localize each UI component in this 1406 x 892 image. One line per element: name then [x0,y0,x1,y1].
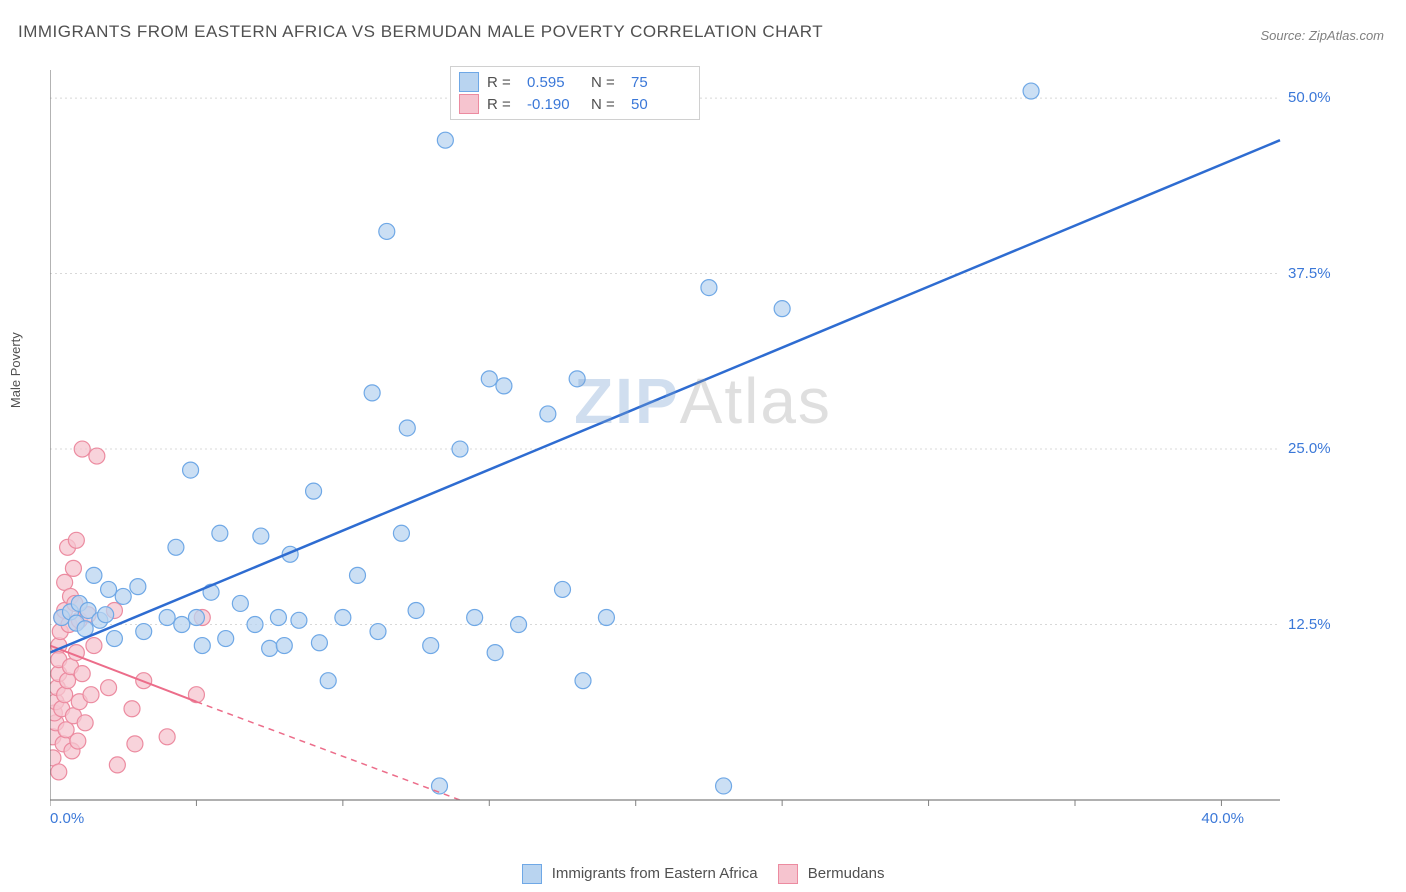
r-label: R = [487,96,523,113]
y-axis-label: Male Poverty [8,332,23,408]
y-tick-label: 12.5% [1288,616,1331,633]
n-label: N = [591,74,627,91]
x-tick-label: 40.0% [1201,810,1244,827]
x-tick-label: 0.0% [50,810,84,827]
legend-swatch-2 [459,94,479,114]
n-value-1: 75 [631,74,691,91]
r-value-1: 0.595 [527,74,587,91]
chart-title: IMMIGRANTS FROM EASTERN AFRICA VS BERMUD… [18,22,823,42]
n-label: N = [591,96,627,113]
r-value-2: -0.190 [527,96,587,113]
n-value-2: 50 [631,96,691,113]
r-label: R = [487,74,523,91]
legend-label-2: Bermudans [808,865,885,882]
source-attribution: Source: ZipAtlas.com [1260,28,1384,43]
legend-swatch-icon [778,864,798,884]
legend-label-1: Immigrants from Eastern Africa [552,865,758,882]
correlation-legend: R = 0.595 N = 75 R = -0.190 N = 50 [450,66,700,120]
legend-row-series1: R = 0.595 N = 75 [459,71,691,93]
series-legend: Immigrants from Eastern Africa Bermudans [0,864,1406,884]
y-tick-label: 25.0% [1288,440,1331,457]
scatter-plot [50,60,1340,830]
legend-swatch-1 [459,72,479,92]
y-tick-label: 37.5% [1288,265,1331,282]
legend-item-1: Immigrants from Eastern Africa [522,864,758,884]
legend-item-2: Bermudans [778,864,885,884]
legend-row-series2: R = -0.190 N = 50 [459,93,691,115]
legend-swatch-icon [522,864,542,884]
y-tick-label: 50.0% [1288,89,1331,106]
